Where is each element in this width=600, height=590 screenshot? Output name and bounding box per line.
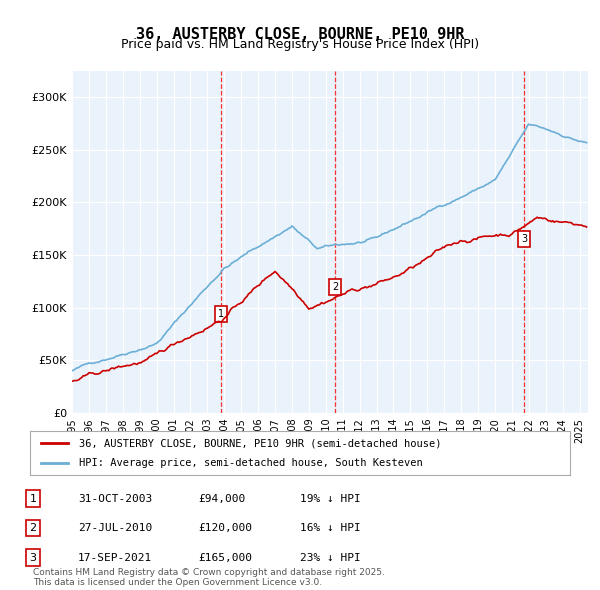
Text: 16% ↓ HPI: 16% ↓ HPI (300, 523, 361, 533)
Text: 2: 2 (332, 281, 338, 291)
Text: £94,000: £94,000 (198, 494, 245, 503)
Text: 1: 1 (29, 494, 37, 503)
Text: 23% ↓ HPI: 23% ↓ HPI (300, 553, 361, 562)
Text: 1: 1 (218, 309, 224, 319)
Text: Price paid vs. HM Land Registry's House Price Index (HPI): Price paid vs. HM Land Registry's House … (121, 38, 479, 51)
Text: HPI: Average price, semi-detached house, South Kesteven: HPI: Average price, semi-detached house,… (79, 458, 422, 467)
Text: 17-SEP-2021: 17-SEP-2021 (78, 553, 152, 562)
Text: £165,000: £165,000 (198, 553, 252, 562)
Text: 36, AUSTERBY CLOSE, BOURNE, PE10 9HR (semi-detached house): 36, AUSTERBY CLOSE, BOURNE, PE10 9HR (se… (79, 438, 441, 448)
Text: 19% ↓ HPI: 19% ↓ HPI (300, 494, 361, 503)
Text: 3: 3 (521, 234, 527, 244)
Text: 31-OCT-2003: 31-OCT-2003 (78, 494, 152, 503)
Text: 2: 2 (29, 523, 37, 533)
Text: 36, AUSTERBY CLOSE, BOURNE, PE10 9HR: 36, AUSTERBY CLOSE, BOURNE, PE10 9HR (136, 27, 464, 41)
Text: Contains HM Land Registry data © Crown copyright and database right 2025.
This d: Contains HM Land Registry data © Crown c… (33, 568, 385, 587)
Text: £120,000: £120,000 (198, 523, 252, 533)
Text: 3: 3 (29, 553, 37, 562)
Text: 27-JUL-2010: 27-JUL-2010 (78, 523, 152, 533)
